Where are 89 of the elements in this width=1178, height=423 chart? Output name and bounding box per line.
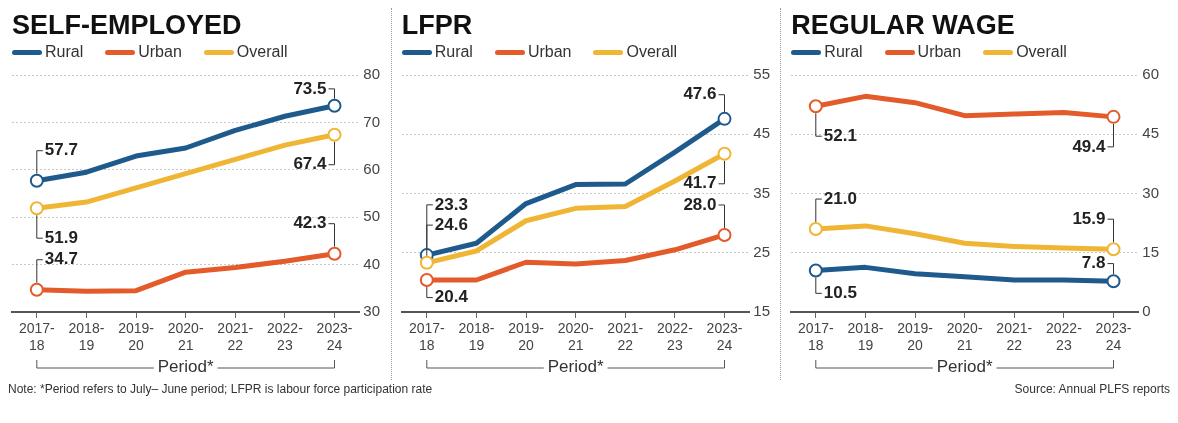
x-tick-label: 2020-21 — [167, 320, 204, 354]
x-tick-label: 2018-19 — [458, 320, 495, 354]
y-tick-label: 55 — [752, 65, 770, 83]
point — [717, 146, 732, 161]
data-label: 67.4 — [293, 154, 328, 174]
point — [327, 127, 342, 142]
legend-label: Rural — [45, 43, 84, 61]
y-tick-label: 30 — [1142, 183, 1160, 201]
x-tick-label: 2017-18 — [18, 320, 56, 354]
point — [1106, 274, 1121, 289]
point — [419, 273, 434, 288]
data-label: 49.4 — [1072, 136, 1107, 156]
x-tick-label: 2019-20 — [507, 320, 544, 354]
point — [29, 173, 44, 188]
x-tick-label: 2019-20 — [897, 320, 934, 354]
legend-label: Rural — [434, 43, 473, 61]
data-label: 20.4 — [434, 287, 469, 307]
legend-label: Urban — [138, 43, 182, 61]
x-tick-label: 2021-22 — [996, 320, 1033, 354]
data-label: 10.5 — [824, 283, 858, 303]
point — [1106, 242, 1121, 257]
point — [717, 111, 732, 126]
point — [419, 255, 434, 270]
data-label: 73.5 — [293, 78, 327, 98]
x-tick-label: 2020-21 — [947, 320, 984, 354]
data-label: 23.3 — [434, 194, 468, 214]
legend-label: Overall — [236, 43, 288, 61]
point — [717, 227, 732, 242]
x-axis-title: Period* — [547, 357, 604, 377]
y-tick-label: 70 — [363, 112, 380, 130]
y-tick-label: 15 — [1142, 242, 1160, 260]
y-tick-label: 25 — [752, 242, 770, 260]
chart-title: REGULAR WAGE — [790, 9, 1016, 42]
legend-label: Overall — [626, 43, 678, 61]
legend-label: Urban — [917, 43, 962, 61]
point — [809, 263, 824, 278]
x-tick-label: 2019-20 — [118, 320, 155, 354]
chart-title: SELF-EMPLOYED — [11, 9, 243, 42]
x-tick-label: 2021-22 — [607, 320, 644, 354]
x-tick-label: 2018-19 — [847, 320, 885, 354]
x-axis-title: Period* — [157, 357, 214, 377]
x-tick-label: 2023-24 — [316, 320, 353, 354]
x-tick-label: 2022-23 — [266, 320, 304, 354]
x-axis-title: Period* — [937, 357, 994, 377]
chart-title: LFPR — [400, 9, 474, 42]
data-label: 47.6 — [683, 84, 717, 104]
point — [29, 201, 44, 216]
x-tick-label: 2017-18 — [798, 320, 835, 354]
y-tick-label: 30 — [363, 302, 380, 320]
y-tick-label: 80 — [363, 65, 380, 83]
data-label: 7.8 — [1082, 253, 1106, 273]
data-label: 52.1 — [824, 125, 858, 145]
legend-label: Overall — [1016, 43, 1067, 61]
x-tick-label: 2020-21 — [557, 320, 594, 354]
y-tick-label: 60 — [363, 159, 380, 177]
data-label: 41.7 — [683, 173, 717, 193]
legend-label: Rural — [824, 43, 863, 61]
x-tick-label: 2021-22 — [217, 320, 254, 354]
text: Note: *Period refers to July– June period; LFPR is labour force participation rate — [8, 382, 433, 396]
point — [29, 282, 44, 297]
x-tick-label: 2023-24 — [1095, 320, 1133, 354]
y-tick-label: 60 — [1142, 65, 1160, 83]
legend-label: Urban — [527, 43, 572, 61]
y-tick-label: 15 — [752, 302, 770, 320]
x-tick-label: 2022-23 — [656, 320, 693, 354]
source-note: Source: Annual PLFS reports — [1014, 382, 1170, 396]
data-label: 28.0 — [683, 194, 717, 214]
x-tick-label: 2023-24 — [706, 320, 743, 354]
data-label: 51.9 — [44, 227, 78, 247]
data-label: 24.6 — [434, 214, 468, 234]
point — [809, 222, 824, 237]
y-tick-label: 50 — [363, 207, 380, 225]
x-tick-label: 2022-23 — [1046, 320, 1083, 354]
x-tick-label: 2017-18 — [408, 320, 445, 354]
x-tick-label: 2018-19 — [68, 320, 105, 354]
data-label: 42.3 — [293, 213, 327, 233]
point — [809, 99, 824, 114]
y-tick-label: 0 — [1142, 302, 1151, 320]
y-tick-label: 40 — [363, 254, 380, 272]
y-tick-label: 35 — [752, 183, 770, 201]
data-label: 21.0 — [824, 188, 858, 208]
y-tick-label: 45 — [1142, 124, 1160, 142]
data-label: 57.7 — [44, 140, 78, 160]
point — [327, 98, 342, 113]
data-label: 34.7 — [44, 249, 78, 269]
y-tick-label: 45 — [752, 124, 770, 142]
data-label: 15.9 — [1072, 208, 1106, 228]
point — [327, 246, 342, 261]
point — [1106, 109, 1121, 124]
